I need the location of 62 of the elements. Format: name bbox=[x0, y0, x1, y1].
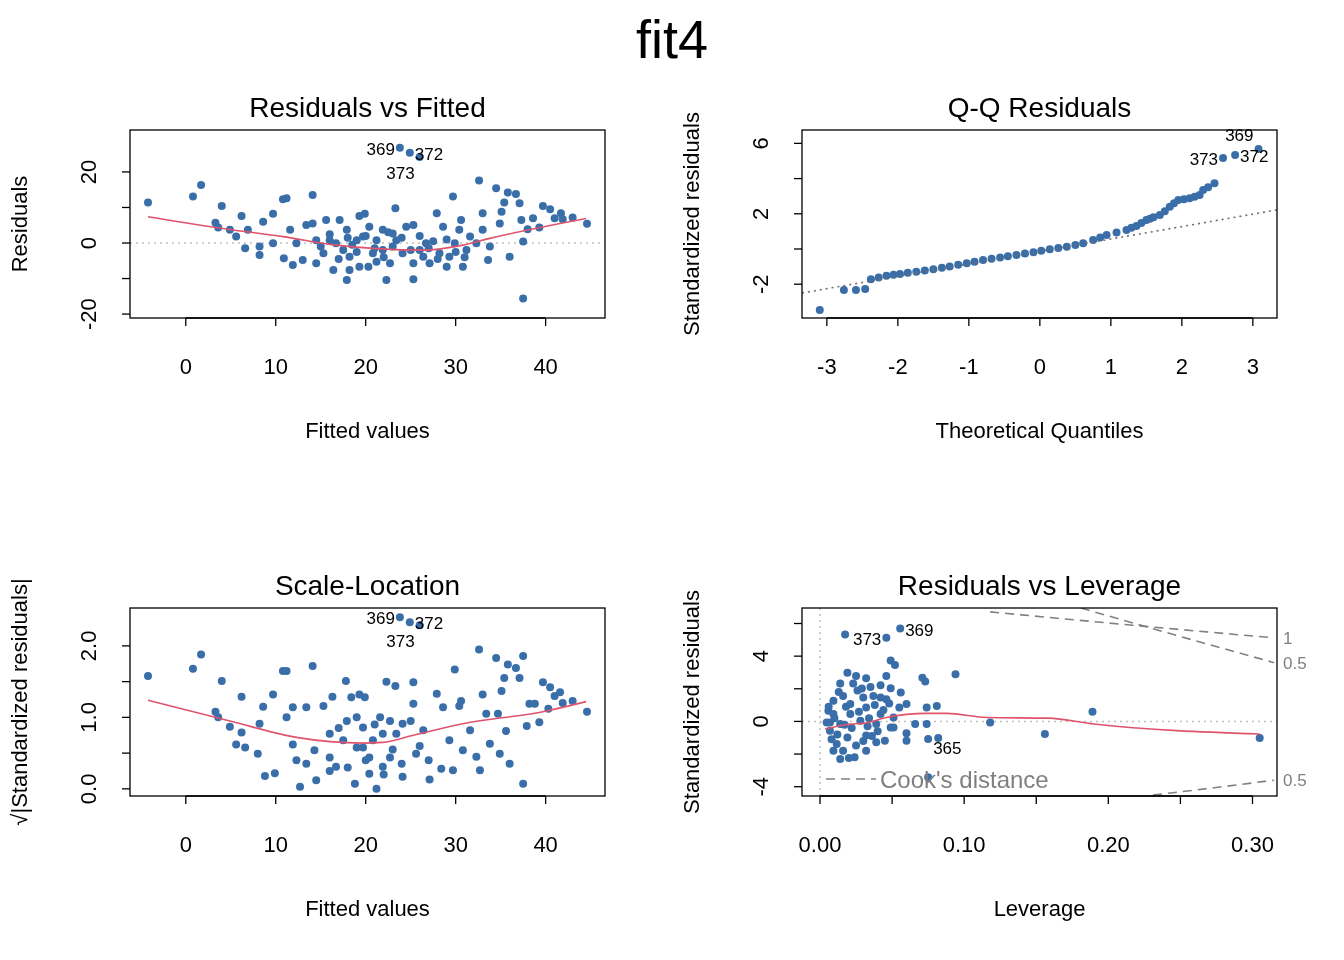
annotation: 365 bbox=[933, 739, 962, 759]
chart-title: Scale-Location bbox=[274, 570, 461, 601]
annotation: 369 bbox=[1225, 126, 1254, 146]
x-tick-label: 30 bbox=[443, 354, 468, 379]
y-tick-label: 6 bbox=[748, 137, 773, 150]
chart-title: Q-Q Residuals bbox=[947, 92, 1132, 123]
x-tick-label: 10 bbox=[263, 354, 288, 379]
y-tick-label: 20 bbox=[76, 159, 101, 185]
y-tick-label: 0.0 bbox=[76, 773, 101, 805]
annotation: 369 bbox=[366, 609, 395, 629]
x-axis-title: Fitted values bbox=[305, 418, 430, 443]
y-axis-title: Residuals bbox=[7, 175, 32, 273]
annotation: 373 bbox=[1189, 149, 1219, 169]
x-tick-label: 0.10 bbox=[942, 832, 986, 857]
x-tick-label: 0.00 bbox=[798, 832, 842, 857]
x-tick-label: -1 bbox=[959, 354, 979, 379]
annotation: 373 bbox=[852, 629, 882, 649]
y-tick-label: -20 bbox=[76, 298, 101, 330]
x-tick-label: 40 bbox=[533, 832, 558, 857]
annotation: 373 bbox=[386, 632, 415, 652]
x-tick-label: 20 bbox=[353, 354, 378, 379]
series-label: 1 bbox=[1283, 628, 1293, 648]
annotation: 369 bbox=[366, 139, 395, 159]
annotation: 372 bbox=[414, 614, 444, 634]
y-tick-label: -4 bbox=[748, 776, 773, 797]
x-tick-label: 1 bbox=[1104, 354, 1117, 379]
y-axis-title: Standardized residuals bbox=[679, 112, 704, 336]
x-tick-label: 2 bbox=[1175, 354, 1188, 379]
x-tick-label: 20 bbox=[353, 832, 378, 857]
x-tick-label: 3 bbox=[1246, 354, 1259, 379]
annotation: 372 bbox=[414, 144, 444, 164]
x-tick-label: -2 bbox=[888, 354, 908, 379]
chart-title: Residuals vs Leverage bbox=[897, 570, 1182, 601]
y-tick-label: 4 bbox=[748, 650, 773, 663]
x-tick-label: 0 bbox=[1033, 354, 1046, 379]
chart-title: Residuals vs Fitted bbox=[249, 92, 486, 123]
annotation: 372 bbox=[1240, 147, 1269, 166]
x-axis-title: Fitted values bbox=[305, 896, 430, 921]
y-tick-label: 0 bbox=[748, 715, 773, 728]
x-tick-label: 30 bbox=[443, 832, 468, 857]
x-tick-label: 0.20 bbox=[1086, 832, 1130, 857]
x-tick-label: 40 bbox=[533, 354, 558, 379]
y-tick-label: 2 bbox=[748, 207, 773, 220]
annotation: 369 bbox=[905, 620, 934, 640]
x-tick-label: 0 bbox=[179, 832, 192, 857]
series-label: 0.5 bbox=[1283, 771, 1307, 791]
series-label: 0.5 bbox=[1283, 653, 1307, 673]
x-tick-label: 0 bbox=[179, 354, 192, 379]
y-tick-label: 2.0 bbox=[76, 630, 101, 662]
y-axis-title: Standardized residuals bbox=[679, 590, 704, 814]
y-tick-label: -2 bbox=[748, 274, 773, 294]
y-tick-label: 0 bbox=[76, 236, 101, 250]
x-tick-label: 10 bbox=[263, 832, 288, 857]
x-axis-title: Theoretical Quantiles bbox=[935, 418, 1144, 443]
y-axis-title: √|Standardized residuals| bbox=[7, 578, 32, 826]
y-tick-label: 1.0 bbox=[76, 702, 101, 733]
x-axis-title: Leverage bbox=[993, 896, 1086, 921]
x-tick-label: 0.30 bbox=[1231, 832, 1274, 857]
annotation: 373 bbox=[386, 164, 415, 184]
annotation: Cook's distance bbox=[880, 766, 1049, 793]
text: fit4 bbox=[635, 9, 709, 69]
x-tick-label: -3 bbox=[817, 354, 837, 379]
